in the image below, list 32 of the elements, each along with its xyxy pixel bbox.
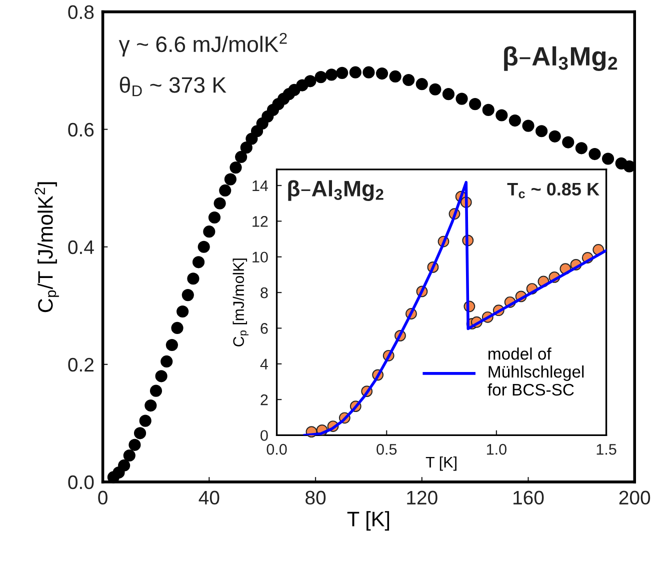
annotation: β–Al$_{3}$Mg$_{2}$ <box>504 46 618 72</box>
x-tick-label: 200 <box>619 490 650 505</box>
x-axis-title: T [K] <box>347 511 390 531</box>
x-tick-label: 1.0 <box>486 444 506 455</box>
y-tick-label: 6 <box>260 323 268 334</box>
x-tick-label: 160 <box>514 490 544 505</box>
legend-label: model of Mühlschlegel for BCS-SC <box>488 348 584 396</box>
y-tick-label: 0 <box>260 430 268 441</box>
y-tick-label: 4 <box>260 358 268 370</box>
annotation: γ ~ 6.6 mJ/molK$^{2}$ <box>118 32 287 57</box>
y-tick-label: 2 <box>260 394 268 406</box>
y-tick-label: 12 <box>252 216 268 227</box>
x-tick-label: 120 <box>407 490 438 505</box>
y-axis-title: C$_{p}$ [mJ/molK] <box>232 258 248 346</box>
y-axis-title: C$_{p}$/T [J/molK$^{2}$] <box>34 182 59 312</box>
y-tick-label: 14 <box>252 180 268 192</box>
annotation: T$_{c}$ ~ 0.85 K <box>507 182 600 198</box>
y-tick-label: 0.8 <box>68 5 94 20</box>
x-tick-label: 1.5 <box>596 444 616 455</box>
y-tick-label: 8 <box>260 287 268 298</box>
x-tick-label: 0.5 <box>376 444 397 455</box>
x-tick-label: 40 <box>198 490 220 505</box>
annotation: β–Al$_{3}$Mg$_{2}$ <box>288 180 384 201</box>
x-tick-label: 0 <box>98 490 108 505</box>
y-tick-label: 0.2 <box>68 358 94 372</box>
y-tick-label: 0.6 <box>68 122 94 137</box>
x-axis-title: T [K] <box>426 456 456 471</box>
x-tick-label: 80 <box>306 490 326 505</box>
y-tick-label: 0.0 <box>68 475 94 490</box>
y-tick-label: 10 <box>252 252 268 263</box>
y-tick-label: 0.4 <box>68 240 94 254</box>
annotation: θ$_{D}$ ~ 373 K <box>120 76 226 96</box>
